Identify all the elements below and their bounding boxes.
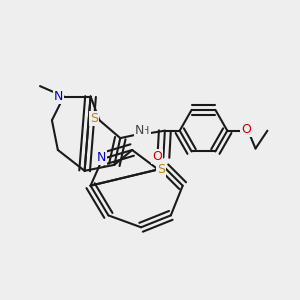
Text: N: N bbox=[96, 151, 106, 164]
Text: O: O bbox=[152, 150, 162, 163]
Text: O: O bbox=[241, 123, 250, 136]
Text: H: H bbox=[141, 126, 150, 136]
Text: N: N bbox=[135, 124, 144, 136]
Text: S: S bbox=[157, 163, 165, 176]
Text: S: S bbox=[90, 112, 98, 125]
Text: N: N bbox=[54, 90, 63, 103]
